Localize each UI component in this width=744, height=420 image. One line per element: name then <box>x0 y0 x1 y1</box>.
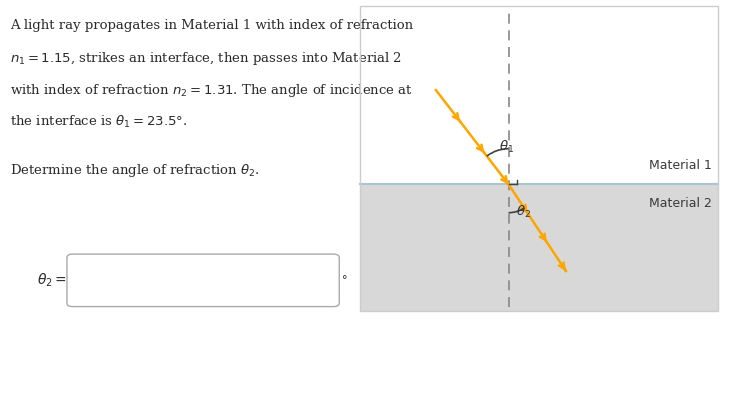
Text: Determine the angle of refraction $\theta_2$.: Determine the angle of refraction $\thet… <box>10 162 260 178</box>
Text: °: ° <box>341 276 347 285</box>
Bar <box>360 184 718 311</box>
Text: $\theta_1$: $\theta_1$ <box>499 139 514 155</box>
Text: Material 2: Material 2 <box>649 197 712 210</box>
Text: $\theta_2 =$: $\theta_2 =$ <box>37 272 67 289</box>
Text: A light ray propagates in Material 1 with index of refraction: A light ray propagates in Material 1 wit… <box>10 19 413 32</box>
Text: Material 1: Material 1 <box>649 159 712 172</box>
FancyBboxPatch shape <box>67 254 339 307</box>
Text: $\theta_2$: $\theta_2$ <box>516 204 530 220</box>
Text: with index of refraction $n_2 = 1.31$. The angle of incidence at: with index of refraction $n_2 = 1.31$. T… <box>10 82 413 99</box>
Text: $n_1 = 1.15$, strikes an interface, then passes into Material 2: $n_1 = 1.15$, strikes an interface, then… <box>10 50 402 67</box>
Text: the interface is $\theta_1 = 23.5\degree$.: the interface is $\theta_1 = 23.5\degree… <box>10 113 187 129</box>
Bar <box>360 6 718 311</box>
